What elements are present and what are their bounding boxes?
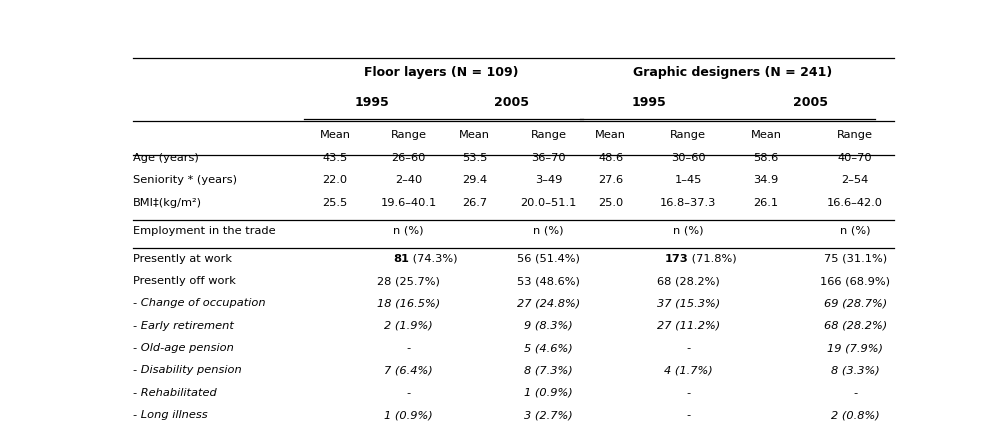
Text: -: - (686, 343, 690, 352)
Text: 19.6–40.1: 19.6–40.1 (381, 197, 437, 207)
Text: 53 (48.6%): 53 (48.6%) (517, 276, 580, 285)
Text: Age (years): Age (years) (133, 153, 198, 163)
Text: 1 (0.9%): 1 (0.9%) (385, 409, 433, 419)
Text: 19 (7.9%): 19 (7.9%) (828, 343, 883, 352)
Text: 1–45: 1–45 (674, 175, 702, 185)
Text: 30–60: 30–60 (671, 153, 705, 163)
Text: BMI‡(kg/m²): BMI‡(kg/m²) (133, 197, 202, 207)
Text: Presently off work: Presently off work (133, 276, 235, 285)
Text: n (%): n (%) (673, 225, 703, 235)
Text: 34.9: 34.9 (754, 175, 779, 185)
Text: 26.1: 26.1 (754, 197, 779, 207)
Text: 18 (16.5%): 18 (16.5%) (377, 298, 440, 308)
Text: 27.6: 27.6 (598, 175, 623, 185)
Text: -: - (686, 409, 690, 419)
Text: -: - (686, 387, 690, 397)
Text: 16.8–37.3: 16.8–37.3 (660, 197, 716, 207)
Text: 20.0–51.1: 20.0–51.1 (520, 197, 577, 207)
Text: 173: 173 (664, 253, 688, 263)
Text: 69 (28.7%): 69 (28.7%) (824, 298, 887, 308)
Text: 1 (0.9%): 1 (0.9%) (524, 387, 573, 397)
Text: 27 (24.8%): 27 (24.8%) (517, 298, 580, 308)
Text: 68 (28.2%): 68 (28.2%) (824, 320, 887, 330)
Text: 29.4: 29.4 (462, 175, 487, 185)
Text: Seniority * (years): Seniority * (years) (133, 175, 237, 185)
Text: 81: 81 (393, 253, 409, 263)
Text: 43.5: 43.5 (323, 153, 348, 163)
Text: - Rehabilitated: - Rehabilitated (133, 387, 216, 397)
Text: 37 (15.3%): 37 (15.3%) (656, 298, 719, 308)
Text: 8 (3.3%): 8 (3.3%) (831, 365, 880, 374)
Text: 8 (7.3%): 8 (7.3%) (524, 365, 573, 374)
Text: 1995: 1995 (632, 95, 666, 109)
Text: 26.7: 26.7 (462, 197, 487, 207)
Text: Range: Range (530, 130, 566, 140)
Text: Range: Range (838, 130, 873, 140)
Text: n (%): n (%) (840, 225, 871, 235)
Text: 56 (51.4%): 56 (51.4%) (517, 253, 580, 263)
Text: -: - (853, 387, 858, 397)
Text: Range: Range (670, 130, 706, 140)
Text: n (%): n (%) (533, 225, 564, 235)
Text: Presently at work: Presently at work (133, 253, 232, 263)
Text: 36–70: 36–70 (531, 153, 566, 163)
Text: Graphic designers (N = 241): Graphic designers (N = 241) (633, 66, 833, 79)
Text: 2 (0.8%): 2 (0.8%) (831, 409, 880, 419)
Text: n (%): n (%) (394, 225, 424, 235)
Text: 53.5: 53.5 (462, 153, 487, 163)
Text: 28 (25.7%): 28 (25.7%) (378, 276, 440, 285)
Text: 26–60: 26–60 (392, 153, 426, 163)
Text: 3 (2.7%): 3 (2.7%) (524, 409, 573, 419)
Text: 68 (28.2%): 68 (28.2%) (657, 276, 719, 285)
Text: 2005: 2005 (793, 95, 828, 109)
Text: -: - (407, 343, 411, 352)
Text: Mean: Mean (750, 130, 782, 140)
Text: 3–49: 3–49 (535, 175, 562, 185)
Text: Mean: Mean (595, 130, 626, 140)
Text: - Long illness: - Long illness (133, 409, 207, 419)
Text: (71.8%): (71.8%) (688, 253, 736, 263)
Text: 25.0: 25.0 (598, 197, 623, 207)
Text: Employment in the trade: Employment in the trade (133, 225, 276, 235)
Text: - Early retirement: - Early retirement (133, 320, 233, 330)
Text: 7 (6.4%): 7 (6.4%) (385, 365, 433, 374)
Text: 2005: 2005 (494, 95, 529, 109)
Text: 9 (8.3%): 9 (8.3%) (524, 320, 573, 330)
Text: Mean: Mean (459, 130, 490, 140)
Text: -: - (407, 387, 411, 397)
Text: 25.5: 25.5 (323, 197, 348, 207)
Text: Range: Range (391, 130, 427, 140)
Text: - Change of occupation: - Change of occupation (133, 298, 266, 308)
Text: - Old-age pension: - Old-age pension (133, 343, 233, 352)
Text: 5 (4.6%): 5 (4.6%) (524, 343, 573, 352)
Text: 166 (68.9%): 166 (68.9%) (821, 276, 890, 285)
Text: Mean: Mean (320, 130, 351, 140)
Text: 2–40: 2–40 (395, 175, 422, 185)
Text: 4 (1.7%): 4 (1.7%) (664, 365, 712, 374)
Text: - Disability pension: - Disability pension (133, 365, 241, 374)
Text: Floor layers (N = 109): Floor layers (N = 109) (365, 66, 519, 79)
Text: 22.0: 22.0 (323, 175, 348, 185)
Text: 58.6: 58.6 (754, 153, 779, 163)
Text: 75 (31.1%): 75 (31.1%) (824, 253, 887, 263)
Text: 16.6–42.0: 16.6–42.0 (828, 197, 883, 207)
Text: 2–54: 2–54 (842, 175, 869, 185)
Text: 2 (1.9%): 2 (1.9%) (385, 320, 433, 330)
Text: 27 (11.2%): 27 (11.2%) (656, 320, 719, 330)
Text: 1995: 1995 (355, 95, 389, 109)
Text: 48.6: 48.6 (598, 153, 623, 163)
Text: 40–70: 40–70 (838, 153, 873, 163)
Text: (74.3%): (74.3%) (409, 253, 457, 263)
